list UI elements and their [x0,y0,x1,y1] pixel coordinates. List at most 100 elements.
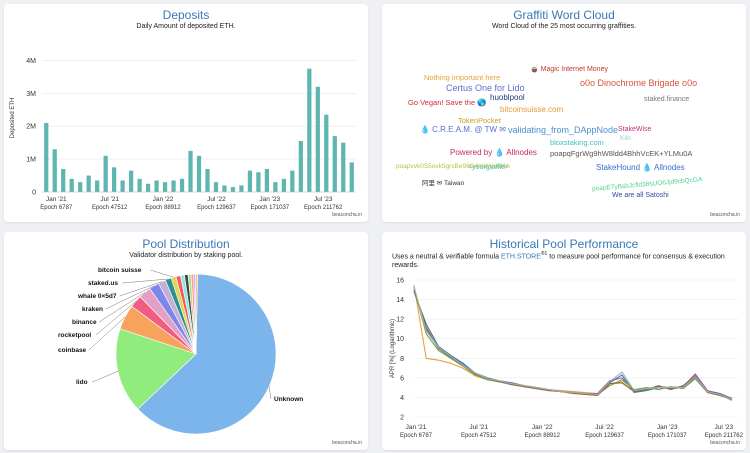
deposit-bar [222,185,227,192]
y-tick-label: 12 [396,317,404,324]
pool-performance-subtitle: Uses a neutral & verifiable formula ETH.… [392,251,736,271]
pie-label: kraken [82,306,103,313]
deposit-bar [256,172,261,192]
deposit-bar [196,155,202,192]
x-tick-label: Jul '21 [469,424,488,431]
graffiti-word: o0o Dinochrome Brigade o0o [580,78,698,88]
deposits-title: Deposits [162,8,210,22]
graffiti-word: <yourgraffiti> [468,164,509,171]
x-tick-label: Jul '23 [314,196,333,203]
performance-line [413,287,733,401]
graffiti-card: Graffiti Word Cloud Word Cloud of the 25… [382,4,746,222]
pie-slice [195,273,198,355]
x-tick-label: Jan '21 [406,424,427,431]
pie-connector [99,292,145,323]
deposit-bar [273,182,278,192]
x-tick-label: Jul '23 [715,424,734,431]
graffiti-word: StakeHound 💧 Allnodes [596,163,685,172]
deposits-subtitle: Daily Amount of deposited ETH. [136,23,236,30]
pool-performance-chart: 2 4 6 8 10 12 14 16 APR [%] (Logarithmic) Jan '21… [390,278,744,440]
pie-connector [150,269,174,278]
x-tick-label: Jul '21 [100,196,119,203]
pie-label: binance [72,319,97,326]
graffiti-word: 💧 C.R.E.A.M. @ TW ✉ [420,125,506,134]
deposit-bar [247,170,253,192]
deposit-bar [86,175,91,192]
pool-distribution-title: Pool Distribution [142,237,230,251]
deposit-bar [324,114,329,192]
x-tick-label: Jul '22 [595,424,614,431]
pie-label: Unknown [274,396,303,403]
pie-slice [137,273,277,435]
deposit-bar [78,182,83,192]
pie-label: whale 0×5d7 [77,293,117,300]
x-tick-epoch: Epoch 6787 [400,433,433,439]
pie-label: coinbase [58,347,87,354]
graffiti-word: Nothing important here [424,73,501,82]
deposits-credit: beaconcha.in [332,212,362,218]
deposit-bar [230,187,236,192]
deposit-bar [112,167,117,192]
deposit-bar [307,68,312,192]
pool-pie-chart: Unknown lido coinbase rocketpool binance krak… [58,267,303,435]
graffiti-word: bitcoinsuisse.com [500,105,564,114]
deposit-bar [120,180,125,192]
y-axis-label: Deposited ETH [10,98,16,139]
x-tick-label: Jul '22 [207,196,226,203]
pie-label: rocketpool [58,332,91,339]
word-cloud: Nothing important here 🧉 Magic Internet M… [382,4,746,222]
performance-line [413,289,733,399]
graffiti-word: StakeWise [618,126,652,133]
y-tick-label: 4 [400,395,404,402]
x-tick-epoch: Epoch 171037 [250,205,289,211]
subtitle-text-post: to measure pool performance for consensu… [392,253,725,270]
deposit-bar [128,170,134,192]
pool-distribution-card: Pool Distribution Validator distribution… [4,232,368,450]
pie-label: bitcoin suisse [98,267,142,274]
y-tick-label: 6 [400,375,404,382]
deposit-bar [171,180,176,192]
deposit-bar [95,180,100,192]
deposit-bar [332,136,337,192]
deposit-bar [103,155,108,192]
y-tick-label: 10 [396,336,404,343]
y-tick-label: 4M [26,58,36,65]
x-tick-epoch: Epoch 47512 [92,205,128,211]
deposit-bar [264,168,270,192]
pie-connector [92,371,118,383]
performance-line [413,289,733,400]
y-tick-label: 16 [396,278,404,285]
y-tick-label: 14 [396,297,404,304]
graffiti-word: poapETyBsbJcfld38sUO6Jjd9cbQcGA [591,176,703,193]
graffiti-word: validating_from_DAppNode [508,125,619,135]
graffiti-word: 🧉 Magic Internet Money [530,66,608,73]
deposit-bar [154,180,159,192]
performance-line [413,286,733,400]
y-axis-label: APR [%] (Logarithmic) [390,319,396,378]
x-tick-epoch: Epoch 171037 [648,433,687,439]
deposit-bar [52,149,57,192]
graffiti-word: Powered by 💧 Allnodes [450,148,537,157]
graffiti-word: huoblpool [490,93,525,102]
deposits-card: Deposits Daily Amount of deposited ETH. … [4,4,368,222]
graffiti-word: 阿里 ✉ Taiwan [422,180,465,187]
x-tick-label: Jan '23 [259,196,280,203]
pie-label: staked.us [88,280,118,287]
deposits-chart: 0 1M 2M 3M 4M Deposited ETH Jan '21 Epoch 6787 J… [10,58,356,211]
y-tick-label: 0 [32,190,36,197]
deposit-bar [162,182,168,192]
performance-line [413,284,733,400]
x-tick-label: Jan '21 [46,196,67,203]
pool-performance-title: Historical Pool Performance [489,237,639,251]
graffiti-word: TokenPocket [458,116,501,125]
x-tick-epoch: Epoch 211762 [304,205,343,211]
pie-connector [95,301,136,336]
pool-performance-card: Historical Pool Performance Uses a neutr… [382,232,746,450]
deposit-bar [61,168,66,192]
y-tick-label: 8 [400,356,404,363]
deposit-bar [188,150,193,192]
y-tick-label: 3M [26,91,36,98]
eth-store-link[interactable]: ETH.STORE [500,253,541,261]
performance-line [413,291,733,400]
x-tick-epoch: Epoch 88912 [525,433,561,439]
